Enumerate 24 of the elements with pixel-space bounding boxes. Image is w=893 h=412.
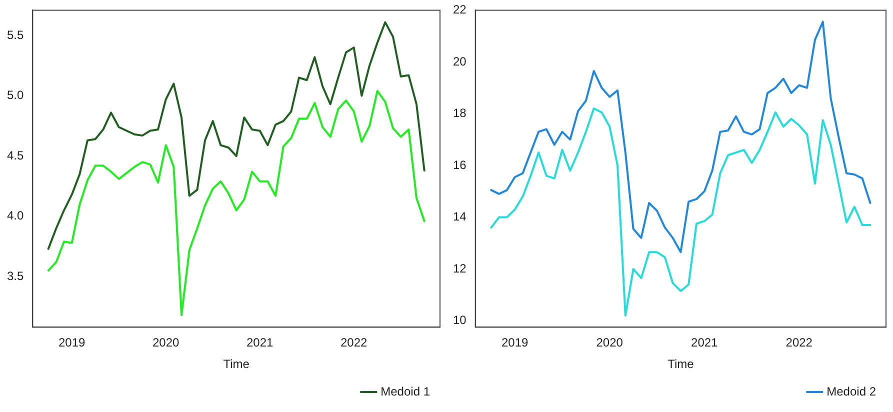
y-tick-label: 4.5 [6, 148, 24, 162]
x-tick-label: 2021 [691, 336, 718, 350]
legend-label: Medoid 1 [380, 384, 430, 398]
x-tick-label: 2020 [152, 336, 180, 350]
y-tick-label: 14 [452, 210, 467, 224]
legend-label: Medoid 2 [826, 384, 876, 398]
y-tick-label: 3.5 [6, 268, 24, 283]
x-tick-label: 2019 [58, 336, 86, 350]
x-tick-label: 2021 [246, 336, 274, 350]
y-tick-label: 16 [452, 158, 467, 172]
y-tick-label: 5.5 [6, 28, 24, 42]
y-tick-label: 18 [452, 106, 467, 120]
x-tick-label: 2019 [501, 336, 529, 350]
y-tick-label: 5.0 [6, 88, 24, 102]
x-axis-title: Time [223, 357, 250, 372]
y-tick-label: 4.0 [6, 208, 24, 223]
y-tick-label: 12 [452, 261, 467, 276]
x-axis-title: Time [668, 357, 694, 372]
y-tick-label: 20 [452, 54, 467, 68]
y-tick-label: 22 [452, 2, 467, 17]
x-tick-label: 2022 [340, 336, 368, 350]
x-tick-label: 2020 [596, 336, 624, 350]
y-tick-label: 10 [452, 313, 467, 328]
x-tick-label: 2022 [786, 336, 813, 350]
